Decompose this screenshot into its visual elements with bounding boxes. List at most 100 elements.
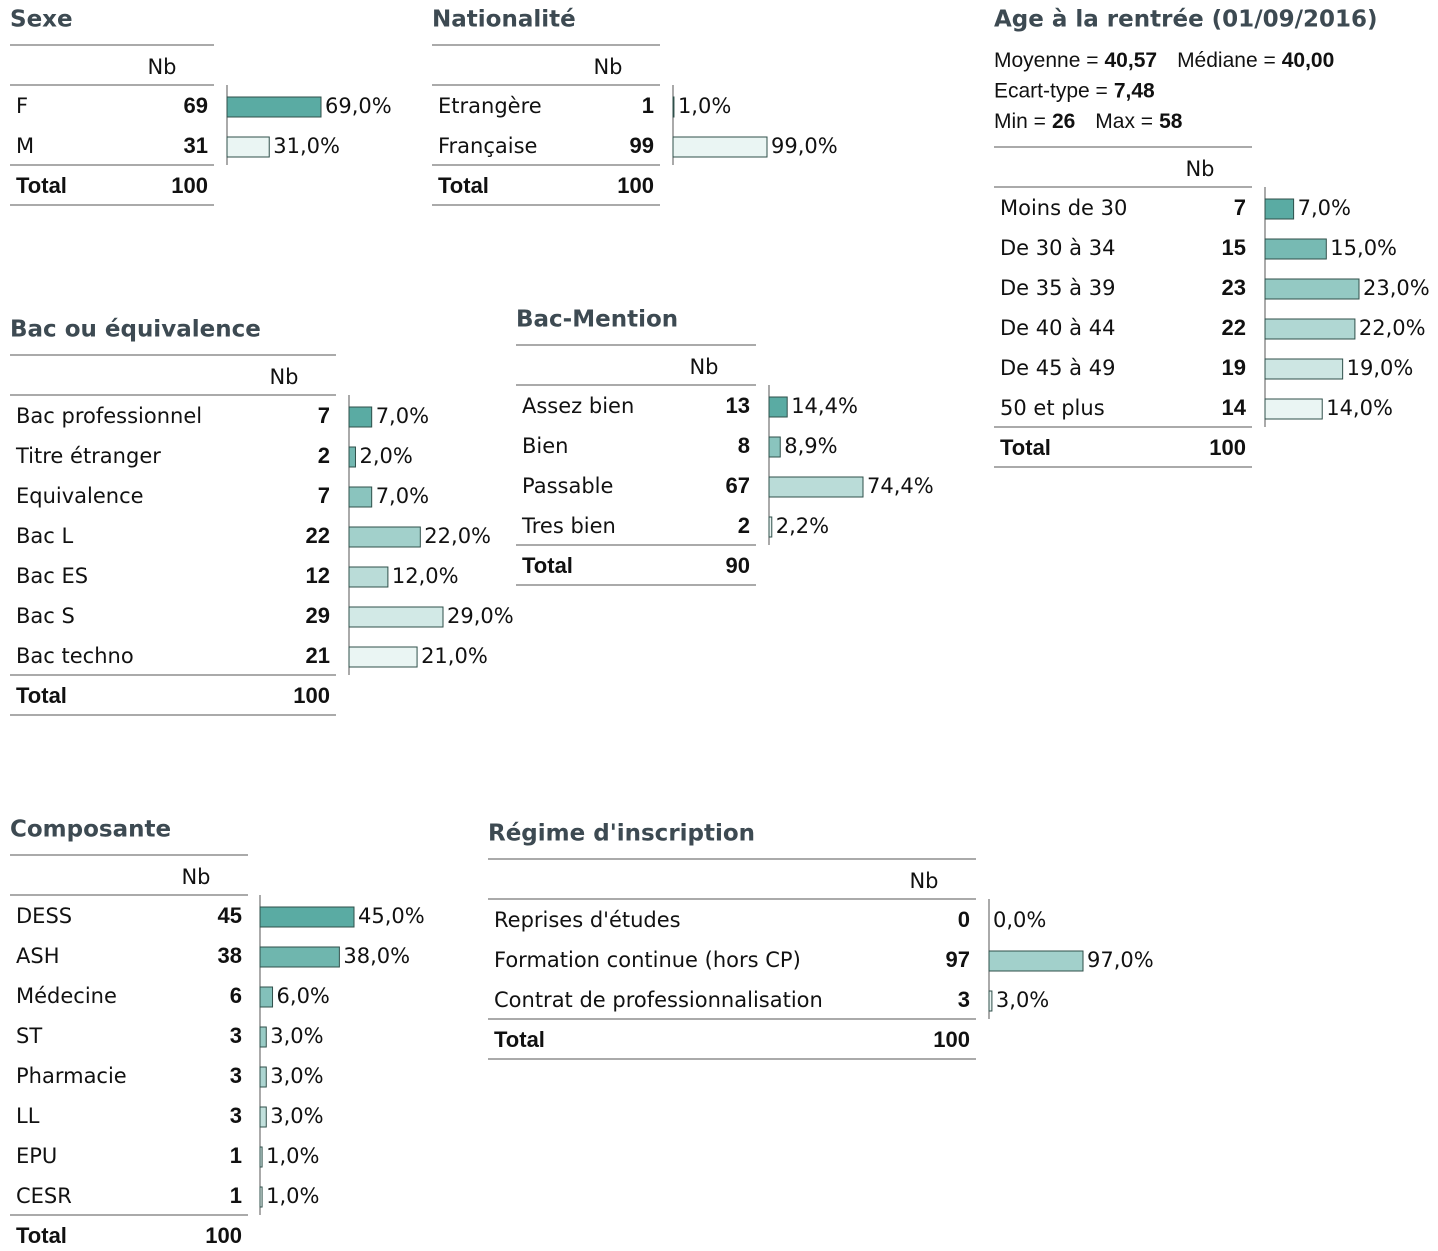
row-label: ST [16, 1024, 42, 1048]
bar [226, 136, 270, 158]
row-count: 3 [230, 1103, 242, 1128]
col-header: Nb [147, 55, 176, 79]
row-label: F [16, 94, 28, 118]
row-count: 19 [1222, 355, 1246, 380]
table-title: Composante [10, 817, 171, 843]
pct-label: 74,4% [867, 474, 934, 498]
total-value: 100 [1209, 435, 1246, 460]
row-label: Assez bien [522, 394, 634, 418]
bar [768, 476, 864, 498]
row-label: Bac ES [16, 564, 88, 588]
pct-label: 7,0% [376, 404, 429, 428]
table-title: Régime d'inscription [488, 821, 755, 847]
total-label: Total [438, 173, 489, 198]
col-header: Nb [1185, 157, 1214, 181]
total-label: Total [16, 683, 67, 708]
row-label: Bac techno [16, 644, 134, 668]
bar [768, 516, 773, 538]
bar [672, 136, 768, 158]
row-label: Equivalence [16, 484, 144, 508]
pct-label: 1,0% [266, 1184, 319, 1208]
stat-label: Médiane = [1177, 49, 1276, 72]
total-label: Total [1000, 435, 1051, 460]
col-header: Nb [689, 355, 718, 379]
bar [348, 406, 373, 428]
pct-label: 6,0% [277, 984, 330, 1008]
pct-label: 8,9% [784, 434, 837, 458]
pct-label: 2,0% [359, 444, 412, 468]
pct-label: 69,0% [325, 94, 392, 118]
row-count: 69 [184, 93, 208, 118]
bar [259, 946, 340, 968]
pct-label: 31,0% [273, 134, 340, 158]
row-count: 45 [218, 903, 242, 928]
row-count: 3 [230, 1063, 242, 1088]
row-count: 23 [1222, 275, 1246, 300]
bar [259, 1186, 263, 1208]
bar [259, 1026, 267, 1048]
row-label: M [16, 134, 34, 158]
pct-label: 1,0% [678, 94, 731, 118]
bar [1264, 398, 1323, 420]
total-value: 100 [205, 1223, 242, 1248]
row-count: 67 [726, 473, 750, 498]
row-count: 2 [738, 513, 750, 538]
bar [259, 1146, 263, 1168]
bar [259, 986, 274, 1008]
row-label: Titre étranger [15, 444, 161, 468]
row-count: 7 [318, 403, 330, 428]
row-count: 0 [958, 907, 970, 932]
stat-label: Max = [1095, 110, 1153, 133]
row-label: Formation continue (hors CP) [494, 948, 801, 972]
row-label: De 40 à 44 [1000, 316, 1115, 340]
pct-label: 0,0% [993, 908, 1046, 932]
row-label: Moins de 30 [1000, 196, 1127, 220]
row-label: Bac S [16, 604, 75, 628]
row-label: Passable [522, 474, 613, 498]
row-count: 1 [230, 1183, 242, 1208]
row-label: Reprises d'études [494, 908, 681, 932]
bar [348, 446, 356, 468]
total-value: 100 [933, 1027, 970, 1052]
row-count: 29 [306, 603, 330, 628]
stat-label: Min = [994, 110, 1046, 133]
row-count: 38 [218, 943, 242, 968]
total-value: 100 [293, 683, 330, 708]
row-count: 31 [184, 133, 208, 158]
stat-line: Moyenne = 40,57 Médiane = 40,00 [994, 49, 1334, 72]
bar [988, 990, 993, 1012]
pct-label: 1,0% [266, 1144, 319, 1168]
row-label: Bac professionnel [16, 404, 202, 428]
bar [672, 96, 675, 118]
row-count: 22 [1222, 315, 1246, 340]
row-count: 1 [230, 1143, 242, 1168]
stat-value: 26 [1052, 110, 1075, 133]
table-title: Bac ou équivalence [10, 317, 261, 343]
bar [348, 486, 373, 508]
pct-label: 99,0% [771, 134, 838, 158]
pct-label: 97,0% [1087, 948, 1154, 972]
pct-label: 22,0% [424, 524, 491, 548]
pct-label: 7,0% [1298, 196, 1351, 220]
row-count: 22 [306, 523, 330, 548]
row-count: 1 [642, 93, 654, 118]
bar [259, 1106, 267, 1128]
row-count: 2 [318, 443, 330, 468]
row-label: De 35 à 39 [1000, 276, 1115, 300]
row-count: 13 [726, 393, 750, 418]
col-header: Nb [593, 55, 622, 79]
bar [348, 566, 389, 588]
row-label: De 30 à 34 [1000, 236, 1115, 260]
bar [988, 950, 1084, 972]
pct-label: 14,0% [1326, 396, 1393, 420]
bar [1264, 198, 1295, 220]
row-label: DESS [16, 904, 72, 928]
pct-label: 3,0% [270, 1064, 323, 1088]
bar [1264, 358, 1344, 380]
pct-label: 23,0% [1363, 276, 1430, 300]
table-title: Sexe [10, 7, 73, 33]
bar [348, 606, 444, 628]
row-count: 6 [230, 983, 242, 1008]
row-label: ASH [16, 944, 60, 968]
